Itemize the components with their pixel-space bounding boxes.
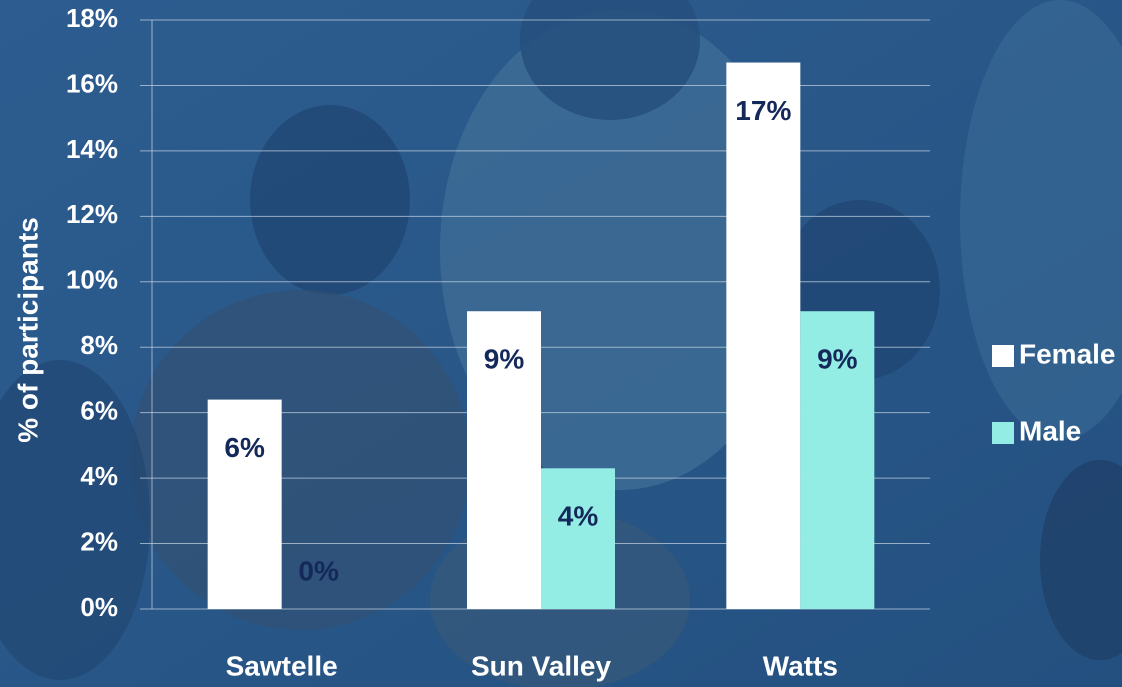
value-label: 0% <box>298 555 339 586</box>
x-tick-label: Sawtelle <box>226 650 338 681</box>
value-label: 4% <box>558 501 599 532</box>
y-axis-title: % of participants <box>12 217 43 443</box>
y-tick-label: 0% <box>80 592 118 622</box>
y-tick-label: 2% <box>80 526 118 556</box>
bar <box>541 468 615 609</box>
y-tick-label: 8% <box>80 330 118 360</box>
y-tick-label: 14% <box>66 134 118 164</box>
legend-swatch <box>992 345 1014 367</box>
value-label: 17% <box>735 95 791 126</box>
value-label: 9% <box>817 344 858 375</box>
legend-swatch <box>992 422 1014 444</box>
y-tick-label: 4% <box>80 461 118 491</box>
x-tick-label: Watts <box>763 650 838 681</box>
page: {"chart_data": { "type": "bar", "ylabel"… <box>0 0 1122 687</box>
value-label: 6% <box>224 432 265 463</box>
x-tick-label: Sun Valley <box>471 650 611 681</box>
bar <box>726 63 800 609</box>
legend-label: Female <box>1019 338 1116 369</box>
y-tick-label: 16% <box>66 68 118 98</box>
chart: % of participants 0% 2% 4% 6% 8% 10% 12% 14% 16%… <box>0 0 1122 687</box>
legend-label: Male <box>1019 415 1081 446</box>
y-tick-label: 6% <box>80 396 118 426</box>
y-tick-label: 12% <box>66 199 118 229</box>
y-tick-label: 18% <box>66 3 118 33</box>
value-label: 9% <box>484 344 525 375</box>
y-tick-label: 10% <box>66 265 118 295</box>
